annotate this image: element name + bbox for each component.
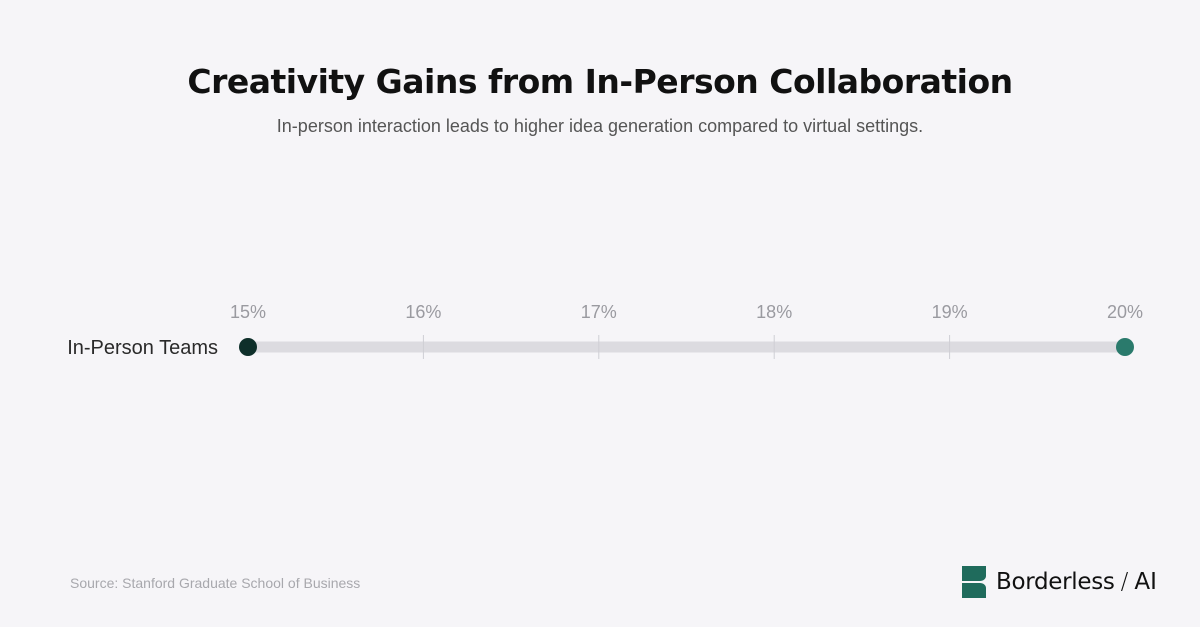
tick-label: 19% xyxy=(932,302,968,322)
brand-logo: Borderless / AI xyxy=(962,566,1157,598)
tick-label: 17% xyxy=(581,302,617,322)
tick-labels: 15% 16% 17% 18% 19% 20% xyxy=(230,302,1143,322)
brand-name: Borderless xyxy=(996,569,1115,595)
end-point xyxy=(1116,338,1134,356)
tick-label: 15% xyxy=(230,302,266,322)
source-note: Source: Stanford Graduate School of Busi… xyxy=(70,575,361,591)
chart-title: Creativity Gains from In-Person Collabor… xyxy=(187,62,1013,101)
brand-separator: / xyxy=(1120,569,1129,595)
gridlines xyxy=(422,335,951,359)
category-label: In-Person Teams xyxy=(67,337,218,359)
brand-suffix: AI xyxy=(1134,569,1157,595)
tick-label: 18% xyxy=(756,302,792,322)
tick-label: 20% xyxy=(1107,302,1143,322)
borderless-logo-icon xyxy=(962,566,986,598)
tick-label: 16% xyxy=(405,302,441,322)
chart-rows: In-Person Teams xyxy=(67,337,1125,359)
chart-subtitle: In-person interaction leads to higher id… xyxy=(276,116,924,136)
start-point xyxy=(239,338,257,356)
